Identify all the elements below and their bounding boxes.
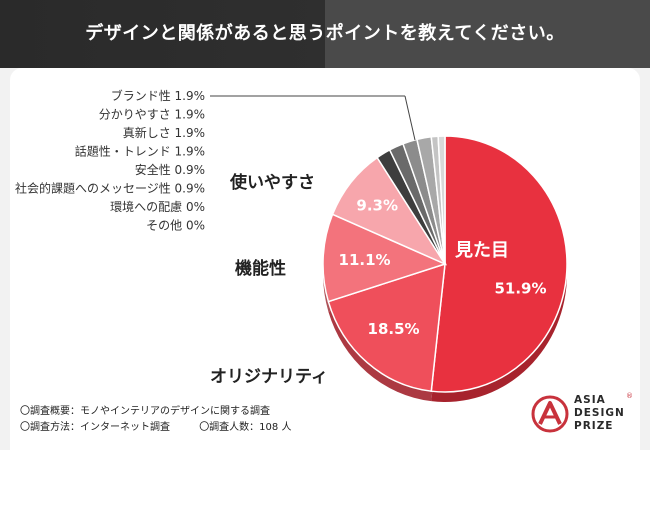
pie-slice-2: [322, 213, 448, 303]
slice-value-label-0: 51.9%: [494, 279, 546, 297]
slice-name-appearance: 見た目: [454, 240, 509, 261]
legend-entry: 社会的課題へのメッセージ性 0.9%: [15, 181, 205, 196]
asia-design-prize-logo: ASIA DESIGN PRIZE ®: [530, 392, 640, 442]
slice-value-label-2: 11.1%: [339, 251, 391, 269]
legend-leader-line-diagonal: [404, 95, 416, 141]
legend-entry: 真新しさ 1.9%: [123, 125, 205, 140]
outside-label-functionality: 機能性: [235, 258, 286, 279]
slice-value-label-3: 9.3%: [356, 196, 398, 214]
footnote-survey-count: 〇調査人数：108 人: [199, 422, 292, 433]
pie-chart: ブランド性 1.9% 分かりやすさ 1.9% 真新しさ 1.9% 話題性・トレンド 1…: [15, 88, 568, 402]
legend-entry: ブランド性 1.9%: [111, 88, 205, 103]
outside-label-originality: オリジナリティ: [210, 367, 328, 387]
logo-wordmark: ASIA DESIGN PRIZE: [574, 394, 625, 433]
slice-value-label-1: 18.5%: [368, 320, 420, 338]
pie-slice-9: [437, 135, 446, 265]
legend-entry: 環境への配慮 0%: [110, 199, 205, 214]
logo-word-design: DESIGN: [574, 407, 625, 419]
footnote-survey-overview: 〇調査概要：モノやインテリアのデザインに関する調査: [20, 406, 270, 417]
chart-title: デザインと関係があると思うポイントを教えてください。: [85, 23, 565, 44]
pie-slice-1: [327, 262, 446, 393]
logo-mark-icon: [531, 395, 569, 433]
pie-slice-0: [430, 135, 568, 393]
logo-word-prize: PRIZE: [574, 420, 614, 432]
legend-entry: 話題性・トレンド 1.9%: [75, 144, 205, 159]
footnote-survey-method: 〇調査方法：インターネット調査: [20, 422, 170, 433]
content-panel: ブランド性 1.9% 分かりやすさ 1.9% 真新しさ 1.9% 話題性・トレンド 1…: [0, 68, 650, 516]
footnotes: 〇調査概要：モノやインテリアのデザインに関する調査 〇調査方法：インターネット調…: [20, 404, 317, 436]
logo-registered-mark: ®: [626, 392, 633, 400]
outside-label-usability: 使いやすさ: [229, 172, 315, 193]
logo-word-asia: ASIA: [574, 394, 606, 406]
chart-card: ブランド性 1.9% 分かりやすさ 1.9% 真新しさ 1.9% 話題性・トレンド 1…: [10, 68, 640, 516]
legend-entry: その他 0%: [146, 219, 205, 233]
header-bar: デザインと関係があると思うポイントを教えてください。: [0, 0, 650, 68]
legend-entry: 分かりやすさ 1.9%: [99, 108, 205, 122]
legend-entry: 安全性 0.9%: [135, 162, 205, 177]
